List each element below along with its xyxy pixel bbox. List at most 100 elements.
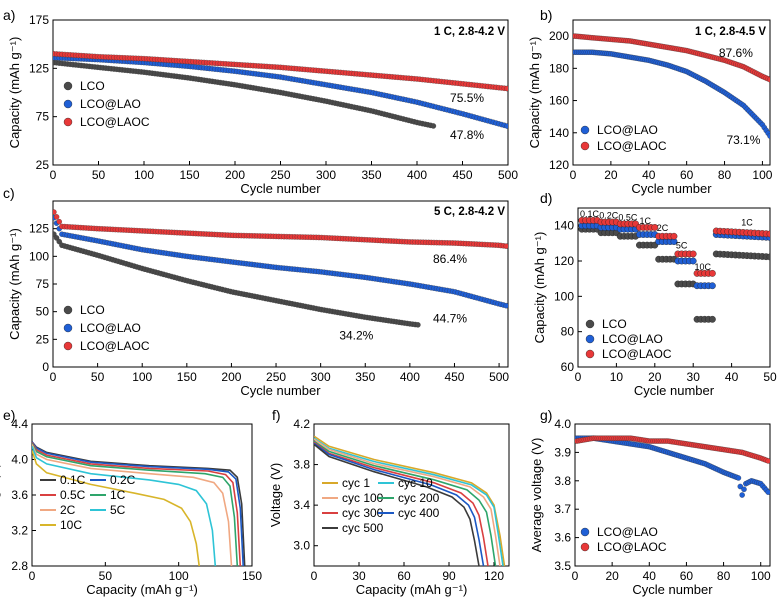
y-tick-label: 120 xyxy=(554,254,574,268)
legend-label: LCO@LAOC xyxy=(602,347,672,361)
series-line-cyc 300 xyxy=(314,441,489,566)
x-tick-label: 100 xyxy=(169,569,189,583)
data-point-LCO@LAOC xyxy=(766,230,770,238)
series-line-1C xyxy=(32,443,239,566)
legend-label: cyc 500 xyxy=(342,521,384,535)
legend-marker xyxy=(63,305,73,315)
legend-label: LCO@LAOC xyxy=(597,540,667,554)
data-point-LCO@LAOC xyxy=(503,243,508,249)
y-tick-label: 75 xyxy=(36,277,50,291)
x-tick-label: 0 xyxy=(575,370,582,384)
rate-label: 0.1C xyxy=(580,209,600,219)
legend-label: LCO xyxy=(80,79,105,93)
legend-marker xyxy=(580,527,590,537)
x-tick-label: 150 xyxy=(177,370,197,384)
x-tick-label: 20 xyxy=(648,370,662,384)
data-point-LCO xyxy=(415,322,421,328)
x-tick-label: 250 xyxy=(270,168,290,182)
x-tick-label: 100 xyxy=(751,569,771,583)
legend-label: cyc 1 xyxy=(342,476,370,490)
data-layer xyxy=(314,435,506,566)
series-line-cyc 100 xyxy=(314,438,501,566)
series-line-cyc 200 xyxy=(314,440,497,566)
legend: LCO LCO@LAO LCO@LAOC xyxy=(63,303,150,353)
data-point-LCO xyxy=(53,235,60,241)
y-tick-label: 140 xyxy=(554,219,574,233)
x-tick-label: 20 xyxy=(605,569,619,583)
y-tick-label: 0 xyxy=(42,360,49,374)
y-tick-label: 3.5 xyxy=(554,559,571,573)
y-tick-label: 180 xyxy=(549,61,569,75)
legend-label: cyc 200 xyxy=(398,491,440,505)
rate-label: 1C xyxy=(639,216,651,226)
x-tick-label: 300 xyxy=(316,168,336,182)
panel-label: f) xyxy=(272,407,281,423)
y-axis-label: Average voltage (V) xyxy=(529,438,544,553)
legend-label: cyc 300 xyxy=(342,506,384,520)
data-layer xyxy=(573,33,770,139)
x-tick-label: 30 xyxy=(352,569,366,583)
legend-marker xyxy=(63,117,73,127)
y-tick-label: 125 xyxy=(29,222,49,236)
legend-label: LCO@LAO xyxy=(602,332,663,346)
legend-label: LCO xyxy=(602,317,627,331)
y-tick-label: 3.0 xyxy=(293,539,310,553)
y-tick-label: 175 xyxy=(29,13,49,27)
legend-label: 10C xyxy=(60,518,82,532)
data-point-LCO@LAOC xyxy=(689,250,697,258)
legend-label: LCO@LAOC xyxy=(597,139,667,153)
plot-frame xyxy=(574,423,771,567)
rate-label: 0.5C xyxy=(618,212,638,222)
x-tick-label: 60 xyxy=(680,569,694,583)
y-tick-label: 160 xyxy=(549,94,569,108)
x-axis-label: Cycle number xyxy=(634,383,715,398)
legend-label: LCO@LAOC xyxy=(80,339,150,353)
legend: LCO LCO@LAO LCO@LAOC xyxy=(63,79,150,129)
x-tick-label: 100 xyxy=(132,370,152,384)
legend-marker xyxy=(585,319,595,329)
legend-marker xyxy=(63,341,73,351)
series-line-2C xyxy=(32,444,233,566)
legend-marker xyxy=(63,99,73,109)
x-tick-label: 400 xyxy=(407,168,427,182)
series-line-cyc 400 xyxy=(314,442,485,566)
x-tick-label: 200 xyxy=(225,168,245,182)
series-line-cyc 1 xyxy=(314,435,506,566)
legend-label: LCO@LAO xyxy=(597,123,658,137)
rate-label: 10C xyxy=(695,262,712,272)
x-axis-label: Cycle number xyxy=(240,181,321,196)
y-tick-label: 3.8 xyxy=(554,474,571,488)
y-axis-label: Voltage (V) xyxy=(268,463,283,527)
retention-annotation: 86.4% xyxy=(433,252,467,266)
data-point-LCO@LAO xyxy=(504,123,508,129)
x-tick-label: 40 xyxy=(725,370,739,384)
y-tick-label: 125 xyxy=(29,61,49,75)
chart-c: 0 50 100 150 200 250 300 350 400 450 500 0 25 50 75 100… xyxy=(3,185,509,398)
y-axis-label: Capacity (mAh g⁻¹) xyxy=(532,232,547,344)
data-point-LCO@LAO xyxy=(737,483,744,490)
x-tick-label: 350 xyxy=(355,370,375,384)
x-tick-label: 50 xyxy=(92,168,106,182)
data-layer xyxy=(53,51,508,129)
data-point-LCO xyxy=(56,238,62,245)
y-tick-label: 3.6 xyxy=(11,488,28,502)
x-axis-label: Capacity (mAh g⁻¹) xyxy=(356,582,468,597)
retention-annotation: 44.7% xyxy=(433,312,467,326)
condition-label: 1 C, 2.8-4.5 V xyxy=(695,26,766,38)
y-tick-label: 4.0 xyxy=(554,417,571,431)
x-tick-label: 0 xyxy=(50,168,57,182)
x-tick-label: 100 xyxy=(752,168,772,182)
x-tick-label: 80 xyxy=(718,168,732,182)
y-axis-label: Capacity (mAh g⁻¹) xyxy=(7,228,22,340)
data-point-LCO@LAO xyxy=(765,489,770,495)
y-tick-label: 75 xyxy=(36,110,50,124)
x-tick-label: 120 xyxy=(484,569,504,583)
series-line-0.2C xyxy=(32,441,244,566)
legend-marker xyxy=(63,323,73,333)
x-tick-label: 350 xyxy=(361,168,381,182)
data-point-LCO xyxy=(766,253,770,261)
y-tick-label: 4.0 xyxy=(11,453,28,467)
retention-annotation: 47.8% xyxy=(450,128,484,142)
